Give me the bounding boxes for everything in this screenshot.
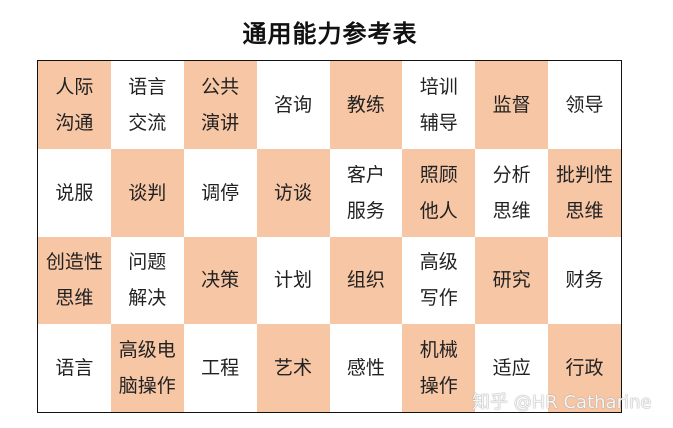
table-cell: 语言 [55, 357, 94, 380]
table-cell: 机械 操作 [402, 324, 476, 412]
table-cell: 计划 [274, 269, 313, 292]
table-cell: 说服 [55, 181, 94, 204]
table-cell: 创造性 思维 [38, 236, 111, 325]
table-cell: 组织 [329, 236, 403, 325]
table-cell: 批判性 思维 [548, 148, 621, 237]
table-cell: 调停 [201, 181, 240, 204]
table-cell: 领导 [565, 93, 604, 116]
table-cell: 问题 解决 [128, 251, 167, 310]
table-cell: 公共 演讲 [183, 61, 257, 149]
page-title: 通用能力参考表 [242, 20, 418, 48]
table-cell: 培训 辅导 [419, 75, 458, 134]
table-cell: 监督 [475, 61, 549, 149]
table-cell: 谈判 [110, 148, 184, 237]
table-cell: 分析 思维 [492, 163, 531, 222]
table-cell: 研究 [475, 236, 549, 325]
table-cell: 咨询 [274, 93, 313, 116]
table-cell: 决策 [183, 236, 257, 325]
table-cell: 工程 [201, 357, 240, 380]
watermark: 知乎 @HR Catharine [472, 392, 652, 413]
table-cell: 教练 [329, 61, 403, 149]
table-cell: 行政 [548, 324, 621, 412]
table-cell: 访谈 [256, 148, 330, 237]
table-cell: 语言 交流 [128, 75, 167, 134]
table-cell: 照顾 他人 [402, 148, 476, 237]
table-cell: 财务 [565, 269, 604, 292]
table-cell: 艺术 [256, 324, 330, 412]
table-cell: 人际 沟通 [38, 61, 111, 149]
table-cell: 客户 服务 [346, 163, 385, 222]
table-cell: 高级 写作 [419, 251, 458, 310]
table-cell: 适应 [492, 357, 531, 380]
ability-table: 人际 沟通 语言 交流 公共 演讲 咨询 教练 培训 辅导 监督 领导说服 谈判 调停 访谈 客户 服… [37, 60, 622, 413]
table-cell: 感性 [346, 357, 385, 380]
table-cell: 高级电 脑操作 [110, 324, 184, 412]
